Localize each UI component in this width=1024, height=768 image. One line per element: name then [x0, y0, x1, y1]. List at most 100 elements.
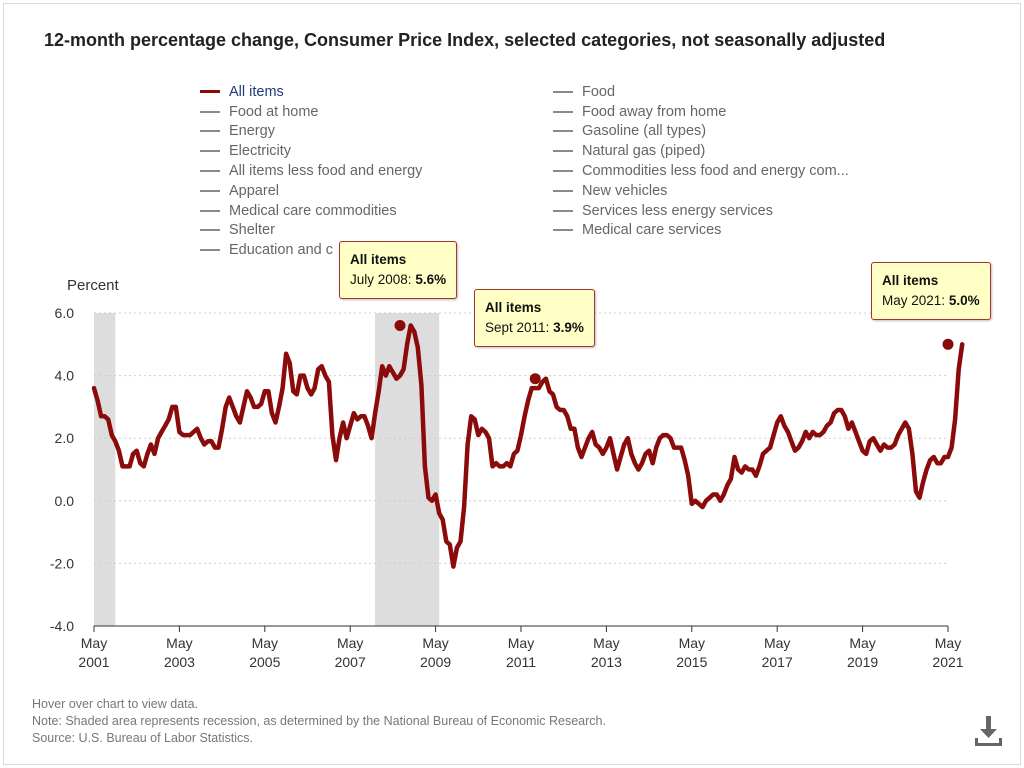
legend-label: Food at home — [229, 103, 319, 120]
legend-item[interactable]: Food away from home — [553, 102, 849, 122]
tooltip-label: July 2008: — [350, 272, 412, 287]
tooltip-may-2021: All items May 2021: 5.0% — [871, 262, 991, 320]
legend-swatch-icon — [553, 209, 573, 212]
y-tick-label: 2.0 — [55, 430, 75, 446]
legend-label: Medical care commodities — [229, 202, 397, 219]
legend-label: Education and c — [229, 242, 333, 259]
legend-item[interactable]: Medical care commodities — [200, 201, 422, 221]
x-tick-month: May — [337, 635, 363, 651]
x-tick-month: May — [508, 635, 534, 651]
tooltip-value: 5.0% — [948, 293, 980, 308]
x-tick-year: 2001 — [78, 654, 109, 670]
chart-frame — [3, 3, 1021, 765]
legend-swatch-icon — [553, 150, 573, 153]
legend-swatch-icon — [553, 170, 573, 173]
legend-swatch-icon — [200, 110, 220, 113]
legend-swatch-icon — [553, 110, 573, 113]
legend-left-column: All items Food at home Energy Electricity Al… — [200, 82, 422, 260]
legend-label: Food away from home — [582, 103, 727, 120]
legend-swatch-icon — [553, 130, 573, 133]
legend-label: Energy — [229, 123, 275, 140]
x-tick-year: 2005 — [249, 654, 280, 670]
tooltip-label: May 2021: — [882, 293, 946, 308]
recession-note: Note: Shaded area represents recession, … — [32, 714, 606, 728]
x-tick-year: 2003 — [164, 654, 195, 670]
legend-swatch-icon — [200, 209, 220, 212]
y-tick-label: 0.0 — [55, 493, 75, 509]
legend-item[interactable]: Food at home — [200, 102, 422, 122]
tooltip-title: All items — [882, 273, 939, 288]
recession-band — [94, 313, 116, 626]
x-tick-year: 2007 — [335, 654, 366, 670]
chart-title: 12-month percentage change, Consumer Pri… — [44, 30, 886, 50]
legend-label: All items less food and energy — [229, 163, 423, 180]
tooltip-sept-2011: All items Sept 2011: 3.9% — [474, 289, 595, 347]
legend-item[interactable]: Electricity — [200, 141, 422, 161]
legend-label: Electricity — [229, 143, 292, 160]
legend-label: Services less energy services — [582, 202, 773, 219]
tooltip-july-2008: All items July 2008: 5.6% — [339, 241, 458, 299]
legend-swatch-icon — [200, 150, 220, 153]
legend-label: New vehicles — [582, 182, 668, 199]
legend-swatch-icon — [553, 189, 573, 192]
legend-label: Shelter — [229, 222, 275, 239]
legend-item[interactable]: Gasoline (all types) — [553, 122, 849, 142]
x-tick-year: 2021 — [932, 654, 963, 670]
legend-label: Medical care services — [582, 222, 722, 239]
legend-right-column: Food Food away from home Gasoline (all typ… — [553, 82, 849, 240]
y-axis-label: Percent — [67, 277, 120, 294]
x-tick-month: May — [849, 635, 875, 651]
legend-swatch-icon — [200, 189, 220, 192]
recession-band — [375, 313, 440, 626]
legend-swatch-icon — [553, 229, 573, 232]
chart-notes: Hover over chart to view data. Note: Sha… — [32, 696, 606, 747]
tooltip-value: 5.6% — [415, 272, 447, 287]
legend-swatch-icon — [200, 229, 220, 232]
legend-label: All items — [229, 83, 284, 100]
legend-item[interactable]: Shelter — [200, 221, 422, 241]
legend-item[interactable]: Education and c — [200, 240, 422, 260]
legend-label: Food — [582, 83, 616, 100]
hover-hint: Hover over chart to view data. — [32, 697, 199, 711]
y-tick-label: -2.0 — [50, 555, 74, 571]
x-tick-year: 2011 — [506, 654, 536, 670]
x-tick-month: May — [935, 635, 961, 651]
x-tick-month: May — [679, 635, 705, 651]
y-tick-label: 4.0 — [55, 368, 75, 384]
legend-item[interactable]: Medical care services — [553, 221, 849, 241]
legend-swatch-icon — [553, 90, 573, 93]
x-tick-year: 2019 — [847, 654, 878, 670]
y-tick-label: -4.0 — [50, 618, 74, 634]
legend-item[interactable]: Natural gas (piped) — [553, 141, 849, 161]
x-tick-month: May — [81, 635, 107, 651]
y-tick-label: 6.0 — [55, 305, 75, 321]
x-tick-month: May — [422, 635, 448, 651]
download-icon[interactable] — [972, 714, 1004, 748]
tooltip-title: All items — [350, 252, 407, 267]
legend-item[interactable]: All items — [200, 82, 422, 102]
legend-item[interactable]: New vehicles — [553, 181, 849, 201]
legend-swatch-icon — [200, 249, 220, 252]
tooltip-title: All items — [485, 300, 542, 315]
x-tick-month: May — [764, 635, 790, 651]
legend-item[interactable]: Energy — [200, 122, 422, 142]
x-tick-month: May — [593, 635, 619, 651]
legend-item[interactable]: All items less food and energy — [200, 161, 422, 181]
legend-label: Commodities less food and energy com... — [582, 163, 849, 180]
legend-label: Gasoline (all types) — [582, 123, 707, 140]
x-tick-year: 2015 — [676, 654, 707, 670]
legend-item[interactable]: Food — [553, 82, 849, 102]
legend-swatch-icon — [200, 90, 220, 94]
legend-item[interactable]: Commodities less food and energy com... — [553, 161, 849, 181]
highlight-point — [529, 373, 541, 385]
legend-swatch-icon — [200, 130, 220, 133]
highlight-point — [942, 338, 954, 350]
x-tick-month: May — [166, 635, 192, 651]
legend-item[interactable]: Apparel — [200, 181, 422, 201]
series-line-all-items[interactable] — [91, 323, 965, 569]
legend-item[interactable]: Services less energy services — [553, 201, 849, 221]
tooltip-label: Sept 2011: — [485, 320, 550, 335]
legend-label: Natural gas (piped) — [582, 143, 706, 160]
x-tick-year: 2017 — [762, 654, 793, 670]
